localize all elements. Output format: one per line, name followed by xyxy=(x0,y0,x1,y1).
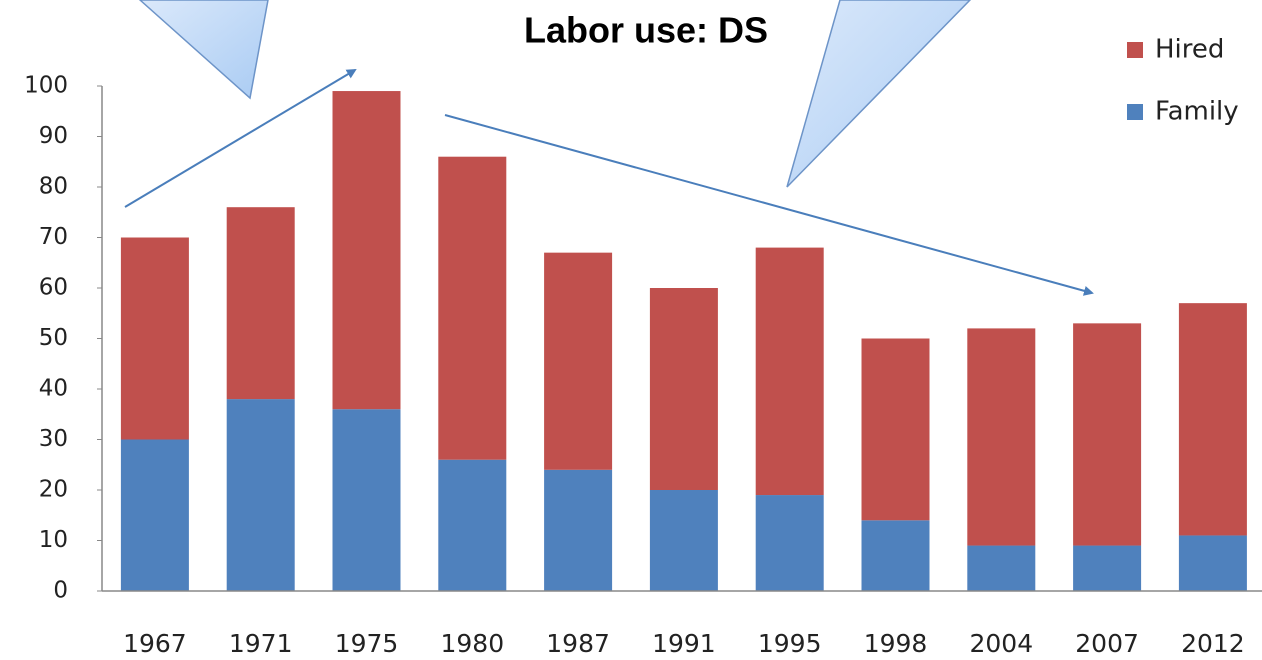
bar-segment xyxy=(226,399,295,591)
callout-left xyxy=(138,0,269,100)
bar-segment xyxy=(1178,303,1247,536)
bar-segment xyxy=(332,91,401,410)
y-tick-label: 50 xyxy=(39,325,68,351)
bar-segment xyxy=(438,156,507,460)
bar-segment xyxy=(332,409,401,591)
bar-segment xyxy=(755,247,824,496)
callout-right xyxy=(786,0,972,188)
bar-segment xyxy=(1073,545,1142,591)
x-tick-label: 1991 xyxy=(652,629,716,658)
trend-arrow-down xyxy=(444,114,1094,296)
bar-segment xyxy=(755,495,824,591)
bar-segment xyxy=(120,439,189,591)
bar-segment xyxy=(861,338,930,521)
legend-swatch xyxy=(1127,104,1143,120)
x-tick-label: 1995 xyxy=(758,629,822,658)
trend-arrow-up xyxy=(124,68,357,208)
y-tick-label: 100 xyxy=(24,73,68,99)
x-tick-label: 2004 xyxy=(969,629,1033,658)
bar-segment xyxy=(967,328,1036,546)
y-tick-label: 40 xyxy=(39,376,68,402)
y-tick-label: 10 xyxy=(39,527,68,553)
y-tick-label: 30 xyxy=(39,426,68,452)
x-tick-label: 1980 xyxy=(440,629,504,658)
bar-segment xyxy=(1178,535,1247,591)
bar-segment xyxy=(226,207,295,400)
bar-segment xyxy=(120,237,189,440)
legend-label: Hired xyxy=(1155,35,1224,65)
y-tick-label: 70 xyxy=(39,224,68,250)
bar-segment xyxy=(967,545,1036,591)
bar-segment xyxy=(544,252,613,470)
chart-title: Labor use: DS xyxy=(524,10,768,51)
bar-segment xyxy=(649,288,718,490)
bar-segment xyxy=(861,520,930,591)
bar-segment xyxy=(649,490,718,591)
x-tick-label: 1975 xyxy=(335,629,399,658)
bar-segment xyxy=(544,469,613,591)
x-tick-label: 2012 xyxy=(1181,629,1245,658)
bar-segment xyxy=(438,459,507,591)
plot: 0 10 20 30 40 50 60 70 80 90 100 1967 1971 1975 1980 19… xyxy=(24,35,1262,658)
y-tick-label: 90 xyxy=(39,123,68,149)
x-tick-label: 1998 xyxy=(864,629,928,658)
x-tick-label: 2007 xyxy=(1075,629,1139,658)
legend-label: Family xyxy=(1155,97,1239,127)
x-tick-label: 1967 xyxy=(123,629,187,658)
x-tick-label: 1971 xyxy=(229,629,293,658)
y-tick-label: 0 xyxy=(53,578,68,604)
y-tick-label: 60 xyxy=(39,275,68,301)
legend-swatch xyxy=(1127,42,1143,58)
bar-segment xyxy=(1073,323,1142,546)
y-tick-label: 20 xyxy=(39,477,68,503)
x-tick-label: 1987 xyxy=(546,629,610,658)
y-tick-label: 80 xyxy=(39,174,68,200)
